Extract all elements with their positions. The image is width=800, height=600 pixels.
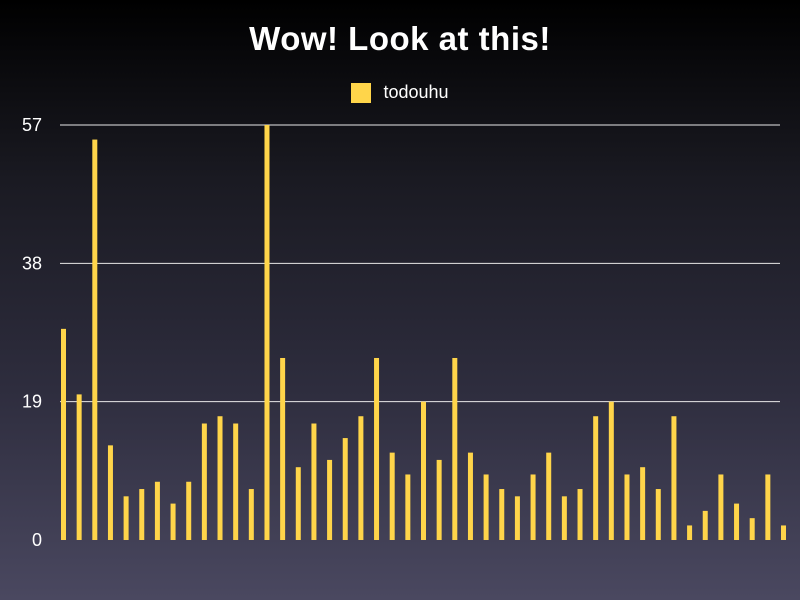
bar[interactable] bbox=[514, 496, 520, 540]
bar[interactable] bbox=[248, 489, 254, 540]
bar[interactable] bbox=[499, 489, 505, 540]
bar[interactable] bbox=[718, 474, 724, 540]
bar[interactable] bbox=[233, 423, 239, 540]
bar[interactable] bbox=[671, 416, 677, 540]
bar[interactable] bbox=[561, 496, 567, 540]
bar[interactable] bbox=[655, 489, 661, 540]
bar[interactable] bbox=[217, 416, 223, 540]
y-tick-label: 38 bbox=[22, 253, 42, 273]
bar[interactable] bbox=[687, 525, 693, 540]
bar[interactable] bbox=[295, 467, 301, 540]
bar[interactable] bbox=[389, 452, 395, 540]
y-tick-label: 57 bbox=[22, 115, 42, 135]
bar[interactable] bbox=[593, 416, 599, 540]
bar[interactable] bbox=[781, 525, 786, 540]
bar[interactable] bbox=[311, 423, 317, 540]
bar[interactable] bbox=[530, 474, 536, 540]
bar[interactable] bbox=[436, 459, 442, 540]
bar[interactable] bbox=[577, 489, 583, 540]
bar[interactable] bbox=[702, 510, 708, 540]
y-tick-label: 19 bbox=[22, 392, 42, 412]
bar[interactable] bbox=[327, 459, 333, 540]
bar[interactable] bbox=[608, 401, 614, 540]
bar[interactable] bbox=[107, 445, 113, 540]
legend[interactable]: todouhu bbox=[0, 82, 800, 103]
bar[interactable] bbox=[640, 467, 646, 540]
bar[interactable] bbox=[280, 357, 286, 540]
bar[interactable] bbox=[123, 496, 129, 540]
bar[interactable] bbox=[139, 489, 145, 540]
bar[interactable] bbox=[765, 474, 771, 540]
bar[interactable] bbox=[76, 394, 82, 540]
bar[interactable] bbox=[405, 474, 411, 540]
bar[interactable] bbox=[374, 357, 380, 540]
bar[interactable] bbox=[624, 474, 630, 540]
bar[interactable] bbox=[452, 357, 458, 540]
bar[interactable] bbox=[358, 416, 364, 540]
bar[interactable] bbox=[546, 452, 552, 540]
legend-swatch bbox=[351, 82, 372, 103]
bar[interactable] bbox=[154, 481, 160, 540]
bar[interactable] bbox=[483, 474, 489, 540]
bar[interactable] bbox=[734, 503, 740, 540]
y-tick-label: 0 bbox=[32, 530, 42, 550]
bar[interactable] bbox=[61, 328, 66, 540]
bar[interactable] bbox=[186, 481, 192, 540]
bar[interactable] bbox=[92, 139, 98, 540]
bar[interactable] bbox=[749, 518, 755, 540]
bar[interactable] bbox=[421, 401, 426, 540]
bar[interactable] bbox=[264, 125, 270, 540]
bar[interactable] bbox=[170, 503, 176, 540]
legend-label: todouhu bbox=[383, 82, 449, 102]
bar[interactable] bbox=[201, 423, 207, 540]
bar[interactable] bbox=[342, 438, 348, 540]
bar[interactable] bbox=[467, 452, 473, 540]
chart-title: Wow! Look at this! bbox=[249, 20, 551, 57]
